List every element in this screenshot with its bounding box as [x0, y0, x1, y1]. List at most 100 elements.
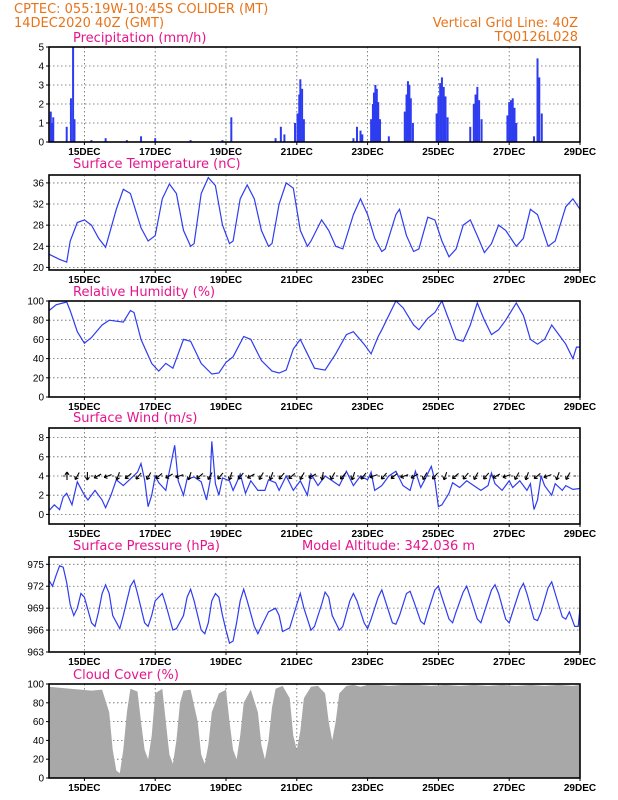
precip-bar: [538, 77, 541, 142]
precip-bar: [374, 85, 377, 142]
precip-bar: [532, 136, 535, 142]
precip-xtick-label: 23DEC: [351, 147, 383, 158]
precip-bar: [69, 98, 72, 142]
precip-bar: [73, 119, 76, 142]
wind-ytick-label: 6: [38, 452, 44, 463]
rh-xtick-label: 29DEC: [564, 402, 596, 413]
precip-bar: [301, 88, 304, 142]
cloud-ytick-label: 20: [33, 755, 45, 766]
precip-bar: [298, 94, 301, 142]
wind-arrow: [115, 472, 120, 481]
wind-arrow: [524, 472, 529, 481]
precip-bar: [540, 113, 543, 142]
precip-bar: [283, 134, 286, 142]
precip-bar: [221, 140, 224, 142]
wind-arrow: [380, 472, 387, 480]
precip-bar: [511, 98, 514, 142]
wind-arrow: [247, 473, 255, 479]
temp-xtick-label: 15DEC: [68, 275, 100, 286]
temp-title: Surface Temperature (nC): [73, 157, 241, 172]
precip-bar: [478, 100, 481, 142]
precip-ytick-label: 5: [38, 43, 44, 54]
precip-panel: Precipitation (mm/h) 0 1 2 3 4 5 15DEC 17DEC 19DE…: [38, 31, 596, 158]
rh-ytick-label: 40: [33, 354, 45, 365]
precip-bar: [274, 138, 277, 142]
temp-ytick-label: 24: [33, 242, 45, 253]
rh-xtick-label: 21DEC: [281, 402, 313, 413]
cloud-xtick-label: 25DEC: [422, 783, 454, 794]
precip-bar: [508, 102, 511, 142]
wind-arrow: [369, 474, 378, 479]
precip-bar: [435, 113, 438, 142]
precip-bar: [440, 77, 443, 142]
panels: Precipitation (mm/h) 0 1 2 3 4 5 15DEC 17DEC 19DE…: [27, 31, 596, 794]
temp-frame: [48, 174, 581, 271]
precip-bar: [375, 88, 378, 142]
precip-ytick-label: 3: [38, 81, 44, 92]
wind-arrow: [533, 473, 541, 480]
precip-xtick-label: 15DEC: [68, 147, 100, 158]
wind-arrow: [84, 472, 90, 481]
cloud-ytick-label: 80: [33, 698, 45, 709]
pressure-xtick-label: 23DEC: [351, 657, 383, 668]
wind-arrow: [410, 473, 419, 479]
wind-xtick-label: 19DEC: [210, 529, 242, 540]
wind-xtick-label: 21DEC: [281, 529, 313, 540]
wind-arrow: [360, 472, 367, 480]
precip-bar: [154, 138, 157, 142]
precip-bar: [359, 130, 362, 142]
temp-ytick-label: 28: [33, 221, 45, 232]
precip-bar: [355, 126, 358, 142]
cloud-xtick-label: 23DEC: [351, 783, 383, 794]
temp-xtick-label: 27DEC: [493, 275, 525, 286]
precip-bar: [140, 136, 143, 142]
precip-bar: [279, 126, 282, 142]
rh-line: [48, 299, 580, 375]
precip-bar: [371, 104, 374, 142]
precip-bar: [372, 92, 375, 142]
wind-arrow: [350, 472, 356, 481]
wind-arrow: [93, 473, 102, 479]
temp-line: [48, 176, 581, 263]
precip-bar: [472, 104, 475, 142]
wind-arrow: [390, 473, 398, 480]
temp-panel: Surface Temperature (nC) 20 24 28 32 36 15DEC 1…: [33, 157, 596, 286]
precip-bar: [513, 107, 516, 142]
precip-bar: [408, 85, 411, 142]
wind-arrow: [514, 472, 520, 480]
cloud-xtick-label: 27DEC: [493, 783, 525, 794]
precip-bar: [72, 47, 75, 142]
cloud-ytick-label: 0: [38, 774, 44, 785]
wind-arrow: [227, 472, 233, 481]
wind-ytick-label: 8: [38, 433, 44, 444]
precip-bar: [49, 111, 52, 142]
wind-arrow: [554, 472, 560, 481]
wind-arrow: [565, 472, 571, 480]
cloud-frame: [48, 683, 581, 779]
precip-bar: [506, 115, 509, 142]
precip-frame: [48, 46, 581, 143]
wind-xtick-label: 17DEC: [139, 529, 171, 540]
precip-xtick-label: 21DEC: [281, 147, 313, 158]
precip-ytick-label: 0: [38, 138, 44, 149]
precip-xtick-label: 25DEC: [422, 147, 454, 158]
temp-xtick-label: 19DEC: [210, 275, 242, 286]
precip-bar: [409, 98, 412, 142]
precip-bar: [442, 86, 445, 142]
pressure-subtitle: Model Altitude: 342.036 m: [302, 539, 475, 554]
wind-arrow: [155, 473, 163, 480]
rh-xtick-label: 15DEC: [68, 402, 100, 413]
temp-ytick-label: 32: [33, 200, 45, 211]
pressure-xtick-label: 17DEC: [139, 657, 171, 668]
temp-xtick-label: 21DEC: [281, 275, 313, 286]
cloud-area: [49, 684, 580, 778]
header-model-code: TQ0126L028: [494, 30, 578, 45]
precip-bar: [370, 119, 373, 142]
wind-ytick-label: 2: [38, 491, 44, 502]
wind-arrow: [431, 472, 439, 480]
precip-bar: [230, 117, 233, 142]
wind-title: Surface Wind (m/s): [73, 411, 197, 426]
precip-bar: [294, 123, 297, 142]
precip-xtick-label: 17DEC: [139, 147, 171, 158]
wind-xtick-label: 29DEC: [564, 529, 596, 540]
